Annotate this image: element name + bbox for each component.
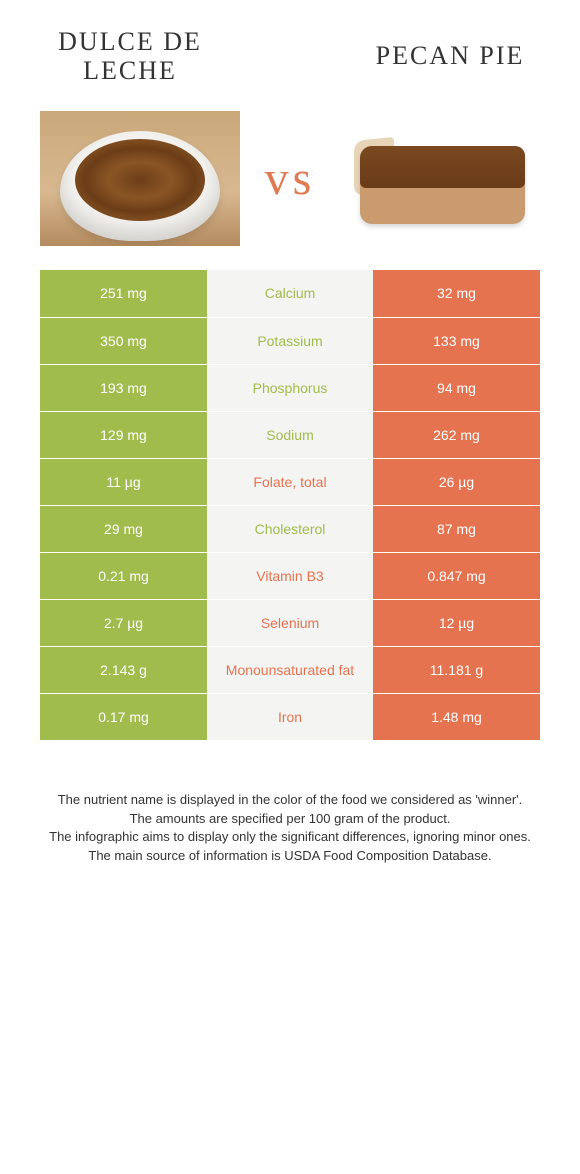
value-right: 32 mg (373, 270, 540, 317)
nutrient-name: Sodium (207, 411, 373, 458)
value-right: 11.181 g (373, 646, 540, 693)
nutrient-name: Monounsaturated fat (207, 646, 373, 693)
table-row: 350 mgPotassium133 mg (40, 317, 540, 364)
nutrient-name: Potassium (207, 317, 373, 364)
table-row: 193 mgPhosphorus94 mg (40, 364, 540, 411)
nutrient-name: Vitamin B3 (207, 552, 373, 599)
value-left: 350 mg (40, 317, 207, 364)
value-right: 94 mg (373, 364, 540, 411)
value-left: 0.17 mg (40, 693, 207, 740)
value-right: 1.48 mg (373, 693, 540, 740)
infographic-wrapper: Dulce de leche Pecan pie vs 251 mgCalciu… (0, 0, 580, 896)
value-right: 26 µg (373, 458, 540, 505)
table-row: 0.21 mgVitamin B30.847 mg (40, 552, 540, 599)
images-row: vs (0, 101, 580, 270)
nutrient-name: Calcium (207, 270, 373, 317)
food-image-left (40, 111, 240, 246)
title-right: Pecan pie (360, 42, 540, 71)
value-right: 133 mg (373, 317, 540, 364)
vs-label: vs (265, 151, 316, 206)
value-left: 193 mg (40, 364, 207, 411)
value-right: 0.847 mg (373, 552, 540, 599)
table-row: 251 mgCalcium32 mg (40, 270, 540, 317)
footer-notes: The nutrient name is displayed in the co… (0, 741, 580, 896)
value-left: 251 mg (40, 270, 207, 317)
table-row: 11 µgFolate, total26 µg (40, 458, 540, 505)
value-left: 129 mg (40, 411, 207, 458)
value-left: 0.21 mg (40, 552, 207, 599)
value-left: 11 µg (40, 458, 207, 505)
table-row: 129 mgSodium262 mg (40, 411, 540, 458)
comparison-table: 251 mgCalcium32 mg350 mgPotassium133 mg1… (40, 270, 540, 741)
table-row: 0.17 mgIron1.48 mg (40, 693, 540, 740)
food-image-right (340, 111, 540, 246)
footer-line: The main source of information is USDA F… (30, 847, 550, 866)
nutrient-name: Cholesterol (207, 505, 373, 552)
table-row: 29 mgCholesterol87 mg (40, 505, 540, 552)
table-row: 2.143 gMonounsaturated fat11.181 g (40, 646, 540, 693)
title-left: Dulce de leche (40, 28, 220, 85)
value-left: 29 mg (40, 505, 207, 552)
value-right: 262 mg (373, 411, 540, 458)
footer-line: The infographic aims to display only the… (30, 828, 550, 847)
value-left: 2.143 g (40, 646, 207, 693)
nutrient-name: Folate, total (207, 458, 373, 505)
nutrient-name: Selenium (207, 599, 373, 646)
nutrient-name: Phosphorus (207, 364, 373, 411)
footer-line: The nutrient name is displayed in the co… (30, 791, 550, 810)
value-left: 2.7 µg (40, 599, 207, 646)
table-row: 2.7 µgSelenium12 µg (40, 599, 540, 646)
footer-line: The amounts are specified per 100 gram o… (30, 810, 550, 829)
value-right: 12 µg (373, 599, 540, 646)
nutrient-name: Iron (207, 693, 373, 740)
header-titles: Dulce de leche Pecan pie (0, 0, 580, 101)
value-right: 87 mg (373, 505, 540, 552)
